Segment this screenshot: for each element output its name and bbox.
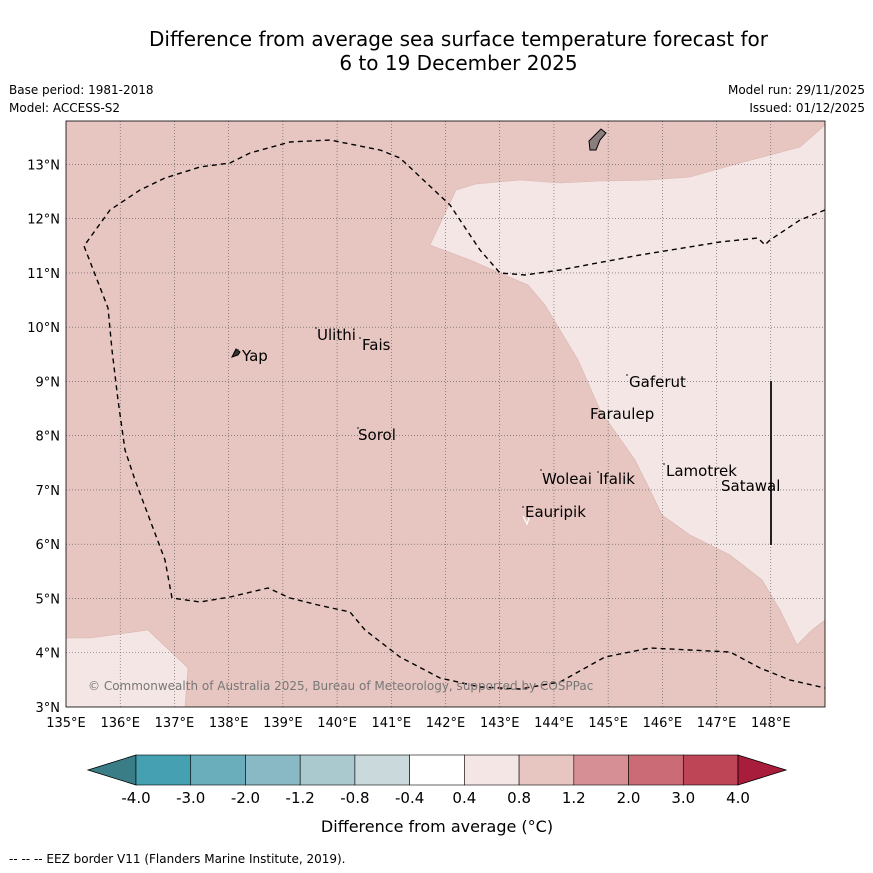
place-marker bbox=[359, 337, 361, 339]
place-marker bbox=[663, 463, 665, 465]
colorbar-swatch bbox=[245, 754, 301, 786]
place-marker bbox=[597, 471, 599, 473]
lat-tick-label: 7°N bbox=[36, 484, 61, 499]
lat-tick-label: 13°N bbox=[27, 158, 60, 173]
place-label-faraulep: Faraulep bbox=[590, 405, 654, 423]
colorbar-swatch bbox=[135, 754, 192, 786]
colorbar-under-arrow bbox=[86, 754, 137, 786]
colorbar-swatch bbox=[628, 754, 684, 786]
place-marker bbox=[522, 506, 524, 508]
lon-tick-label: 148°E bbox=[751, 716, 791, 731]
anomaly-region-mild-southwest bbox=[66, 629, 189, 707]
eauripik-reef-icon bbox=[522, 515, 530, 526]
lon-tick-label: 143°E bbox=[480, 716, 520, 731]
lat-tick-label: 11°N bbox=[27, 267, 60, 282]
place-label-woleai: Woleai bbox=[542, 470, 592, 488]
place-marker bbox=[237, 349, 239, 351]
colorbar-tick-label: 3.0 bbox=[671, 789, 695, 807]
footer-note: -- -- -- EEZ border V11 (Flanders Marine… bbox=[9, 852, 346, 866]
model-run: Model run: 29/11/2025 bbox=[727, 83, 865, 97]
lat-tick-label: 8°N bbox=[36, 430, 61, 445]
place-label-eauripik: Eauripik bbox=[525, 503, 586, 521]
copyright-text: © Commonwealth of Australia 2025, Bureau… bbox=[88, 679, 593, 693]
place-label-fais: Fais bbox=[362, 336, 391, 354]
lon-tick-label: 140°E bbox=[317, 716, 357, 731]
colorbar-swatch bbox=[190, 754, 246, 786]
lat-tick-label: 9°N bbox=[36, 375, 61, 390]
title-line-2: 6 to 19 December 2025 bbox=[339, 51, 578, 75]
meta-right: Model run: 29/11/2025 Issued: 01/12/2025 bbox=[728, 81, 865, 117]
colorbar-tick-label: 1.2 bbox=[562, 789, 586, 807]
colorbar-tick-label: -1.2 bbox=[286, 789, 315, 807]
yap-island-icon bbox=[231, 348, 241, 358]
lat-tick-label: 5°N bbox=[36, 592, 61, 607]
place-marker bbox=[315, 327, 317, 329]
colorbar-swatch bbox=[354, 754, 410, 786]
place-label-gaferut: Gaferut bbox=[629, 373, 686, 391]
place-label-ulithi: Ulithi bbox=[317, 326, 356, 344]
colorbar-swatch bbox=[409, 754, 465, 786]
colorbar-tick-label: -0.4 bbox=[395, 789, 424, 807]
map-plot-area: Yap Ulithi Fais Sorol Gaferut Faraulep Lamotre… bbox=[66, 121, 825, 707]
map-frame bbox=[65, 120, 826, 708]
colorbar-swatch bbox=[299, 754, 356, 786]
colorbar: -4.0 -3.0 -2.0 -1.2 -0.8 -0.4 0.4 0.8 1.2 2.0 3.0 4… bbox=[86, 754, 788, 807]
place-marker bbox=[540, 469, 542, 471]
lon-tick-label: 135°E bbox=[46, 716, 86, 731]
lon-tick-label: 145°E bbox=[588, 716, 628, 731]
lat-tick-label: 10°N bbox=[27, 321, 60, 336]
axis-labels: 135°E 136°E 137°E 138°E 139°E 140°E 141°E 142°E… bbox=[27, 158, 790, 731]
place-label-satawal: Satawal bbox=[721, 477, 780, 495]
colorbar-swatch bbox=[518, 754, 575, 786]
colorbar-swatch bbox=[464, 754, 520, 786]
colorbar-tick-label: -0.8 bbox=[340, 789, 369, 807]
colorbar-swatch bbox=[682, 754, 739, 786]
place-labels: Yap Ulithi Fais Sorol Gaferut Faraulep Lamotre… bbox=[237, 326, 780, 521]
place-label-sorol: Sorol bbox=[358, 426, 396, 444]
lon-tick-label: 136°E bbox=[100, 716, 140, 731]
colorbar-over-arrow bbox=[737, 754, 788, 786]
colorbar-tick-label: 0.4 bbox=[452, 789, 476, 807]
colorbar-tick-label: -4.0 bbox=[121, 789, 150, 807]
colorbar-tick-label: 2.0 bbox=[617, 789, 641, 807]
lon-tick-label: 138°E bbox=[209, 716, 249, 731]
lon-tick-label: 137°E bbox=[155, 716, 195, 731]
colorbar-label: Difference from average (°C) bbox=[321, 817, 553, 836]
lon-tick-label: 141°E bbox=[372, 716, 412, 731]
colorbar-tick-label: -3.0 bbox=[176, 789, 205, 807]
place-label-ifalik: Ifalik bbox=[599, 470, 635, 488]
lon-tick-label: 142°E bbox=[426, 716, 466, 731]
colorbar-swatch bbox=[573, 754, 629, 786]
lat-tick-label: 4°N bbox=[36, 647, 61, 662]
lon-tick-label: 146°E bbox=[643, 716, 683, 731]
map-title: Difference from average sea surface temp… bbox=[0, 27, 873, 75]
lat-tick-label: 6°N bbox=[36, 538, 61, 553]
place-label-lamotrek: Lamotrek bbox=[666, 462, 737, 480]
lon-tick-label: 144°E bbox=[534, 716, 574, 731]
colorbar-tick-label: 4.0 bbox=[726, 789, 750, 807]
lon-tick-label: 139°E bbox=[263, 716, 303, 731]
guam-island-icon bbox=[588, 128, 607, 151]
meta-left: Base period: 1981-2018 Model: ACCESS-S2 bbox=[9, 81, 154, 117]
colorbar-tick-label: -2.0 bbox=[231, 789, 260, 807]
model-name: Model: ACCESS-S2 bbox=[9, 101, 121, 115]
lat-tick-label: 3°N bbox=[36, 701, 61, 716]
place-marker bbox=[626, 374, 628, 376]
lat-tick-label: 12°N bbox=[27, 213, 60, 228]
lon-tick-label: 147°E bbox=[697, 716, 737, 731]
issued-date: Issued: 01/12/2025 bbox=[749, 101, 865, 115]
place-label-yap: Yap bbox=[241, 347, 268, 365]
place-marker bbox=[357, 427, 359, 429]
anomaly-region-mild-east bbox=[429, 124, 825, 646]
graticule bbox=[66, 121, 825, 707]
colorbar-tick-label: 0.8 bbox=[507, 789, 531, 807]
title-line-1: Difference from average sea surface temp… bbox=[148, 27, 768, 51]
base-period: Base period: 1981-2018 bbox=[9, 83, 154, 97]
